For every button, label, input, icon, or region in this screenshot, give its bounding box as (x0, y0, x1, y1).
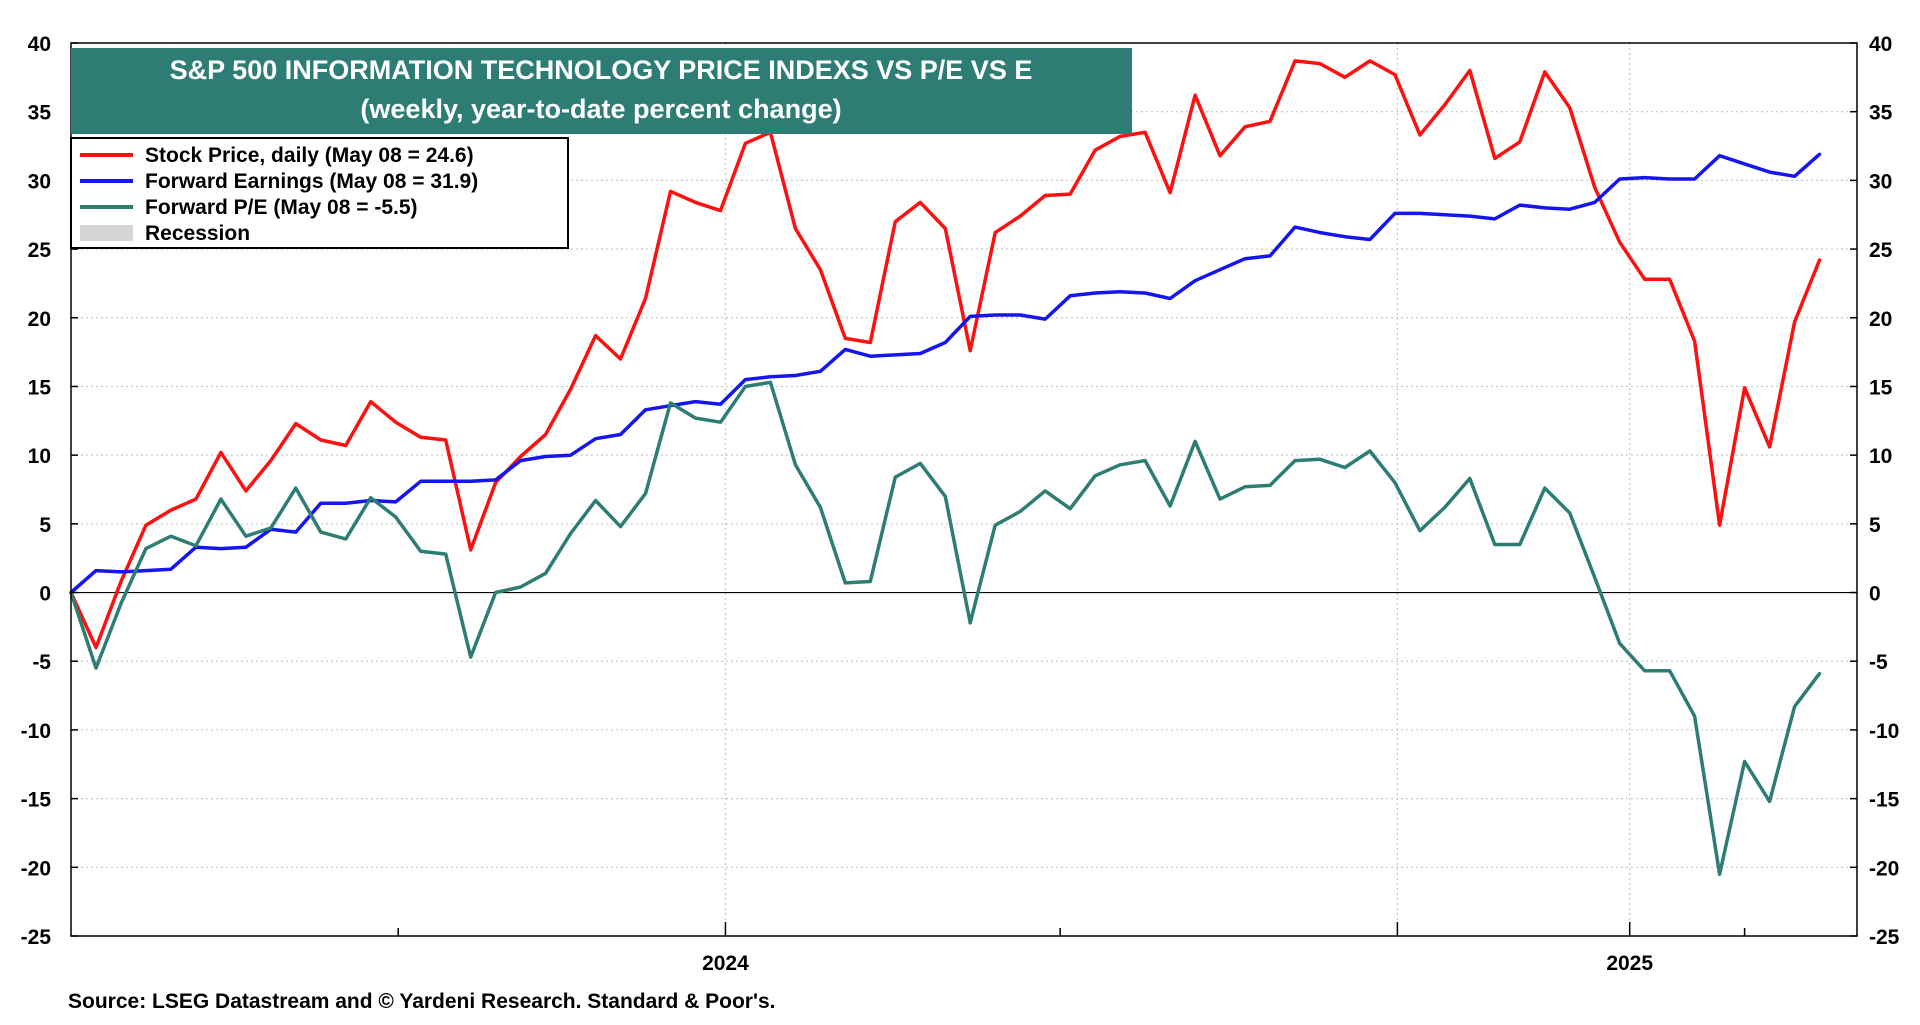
x-tick-label: 2024 (702, 952, 749, 975)
y-tick-label-left: 15 (28, 376, 52, 399)
series-line-price (69, 59, 1822, 650)
y-tick-label-right: -10 (1869, 720, 1899, 743)
y-tick-label-right: -20 (1869, 857, 1899, 880)
series-layer (69, 59, 1822, 876)
chart-subtitle: (weekly, year-to-date percent change) (360, 94, 841, 124)
y-tick-label-left: 20 (28, 308, 51, 331)
y-tick-label-left: 35 (28, 102, 52, 125)
x-tick-label: 2025 (1606, 952, 1653, 975)
legend-swatch-box (80, 225, 133, 241)
y-tick-label-right: 25 (1869, 239, 1893, 262)
y-tick-label-left: -5 (32, 651, 51, 674)
series-line-pe (69, 380, 1822, 876)
legend: Stock Price, daily (May 08 = 24.6) Forwar… (70, 137, 569, 249)
source-note: Source: LSEG Datastream and © Yardeni Re… (68, 990, 775, 1013)
y-tick-label-left: -15 (21, 789, 52, 812)
y-tick-label-left: 0 (39, 583, 51, 606)
axis-layer: 40 40 35 35 30 30 25 25 20 20 15 15 10 10 5 5 0 0 -5 -5 -10 -… (21, 33, 1900, 975)
y-tick-label-right: 30 (1869, 170, 1892, 193)
y-tick-label-left: 5 (39, 514, 51, 537)
y-tick-label-left: 30 (28, 170, 51, 193)
plot-frame (70, 42, 1858, 937)
y-tick-label-left: -20 (21, 857, 51, 880)
legend-label: Forward Earnings (May 08 = 31.9) (145, 170, 478, 193)
y-tick-label-right: 0 (1869, 583, 1881, 606)
y-tick-label-left: -25 (21, 926, 52, 949)
y-tick-label-left: 40 (28, 33, 51, 56)
y-tick-label-right: -15 (1869, 789, 1900, 812)
y-tick-label-right: -25 (1869, 926, 1900, 949)
y-tick-label-right: 5 (1869, 514, 1881, 537)
y-tick-label-left: 25 (28, 239, 52, 262)
y-tick-label-right: 35 (1869, 102, 1893, 125)
y-tick-label-right: 40 (1869, 33, 1892, 56)
y-tick-label-left: -10 (21, 720, 51, 743)
title-box: S&P 500 INFORMATION TECHNOLOGY PRICE IND… (71, 48, 1132, 134)
y-tick-label-right: -5 (1869, 651, 1888, 674)
y-tick-label-left: 10 (28, 445, 51, 468)
legend-label: Forward P/E (May 08 = -5.5) (145, 196, 418, 219)
chart-title: S&P 500 INFORMATION TECHNOLOGY PRICE IND… (170, 55, 1033, 85)
series-line-earnings (69, 152, 1822, 595)
y-tick-label-right: 15 (1869, 376, 1893, 399)
y-tick-label-right: 10 (1869, 445, 1892, 468)
legend-label: Stock Price, daily (May 08 = 24.6) (145, 144, 474, 167)
legend-label: Recession (145, 222, 250, 245)
y-tick-label-right: 20 (1869, 308, 1892, 331)
legend-box (70, 137, 569, 249)
